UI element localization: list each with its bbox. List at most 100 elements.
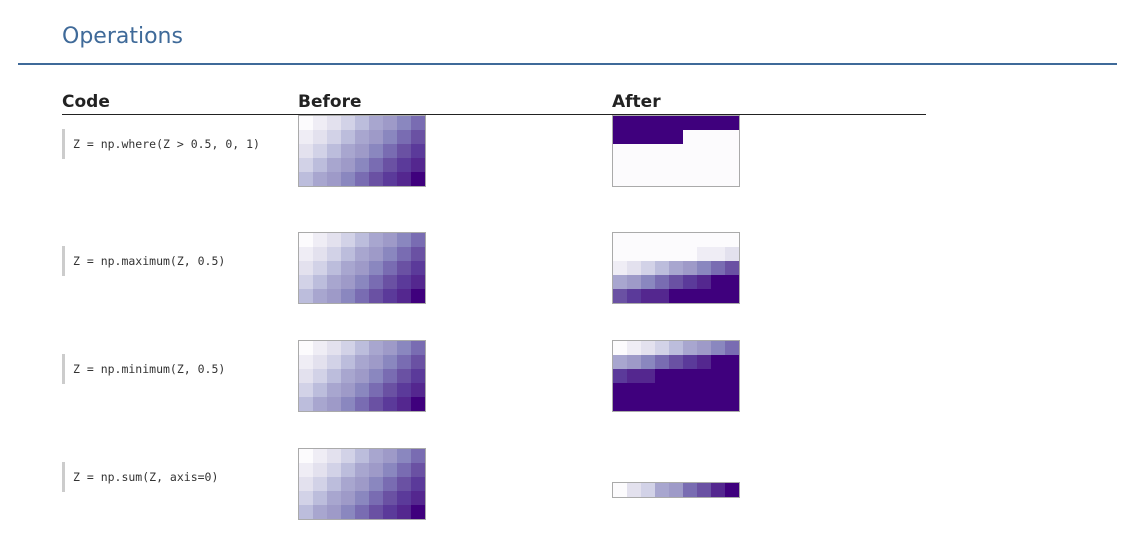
heatmap-cell <box>655 369 669 383</box>
heatmap-cell <box>327 505 341 519</box>
section-divider <box>18 63 1117 65</box>
table-header-row: Code Before After <box>62 88 926 115</box>
heatmap-cell <box>341 355 355 369</box>
heatmap-cell <box>341 289 355 303</box>
heatmap-cell <box>313 116 327 130</box>
heatmap-cell <box>397 233 411 247</box>
heatmap-cell <box>313 275 327 289</box>
heatmap-cell <box>627 247 641 261</box>
heatmap-cell <box>383 341 397 355</box>
heatmap-cell <box>669 275 683 289</box>
heatmap-cell <box>327 397 341 411</box>
heatmap-cell <box>383 491 397 505</box>
heatmap-cell <box>613 289 627 303</box>
heatmap-cell <box>369 397 383 411</box>
heatmap-cell <box>369 369 383 383</box>
heatmap-cell <box>397 355 411 369</box>
heatmap-cell <box>383 477 397 491</box>
heatmap-cell <box>669 116 683 130</box>
heatmap-cell <box>299 383 313 397</box>
heatmap-cell <box>299 463 313 477</box>
heatmap-cell <box>355 144 369 158</box>
heatmap-cell <box>725 369 739 383</box>
heatmap-cell <box>725 233 739 247</box>
heatmap-cell <box>669 289 683 303</box>
heatmap-cell <box>711 355 725 369</box>
heatmap-cell <box>383 463 397 477</box>
heatmap-cell <box>411 463 425 477</box>
heatmap-cell <box>411 289 425 303</box>
heatmap-cell <box>641 397 655 411</box>
heatmap-cell <box>655 247 669 261</box>
heatmap-cell <box>397 261 411 275</box>
heatmap-cell <box>669 383 683 397</box>
heatmap-cell <box>397 247 411 261</box>
heatmap-cell <box>697 144 711 158</box>
heatmap-cell <box>655 261 669 275</box>
heatmap-cell <box>641 369 655 383</box>
heatmap-cell <box>641 116 655 130</box>
header-after: After <box>612 88 926 115</box>
heatmap-cell <box>369 172 383 186</box>
heatmap-cell <box>683 247 697 261</box>
heatmap-cell <box>341 341 355 355</box>
heatmap-cell <box>655 355 669 369</box>
heatmap-cell <box>711 275 725 289</box>
heatmap-cell <box>299 505 313 519</box>
heatmap-cell <box>411 369 425 383</box>
heatmap-cell <box>697 261 711 275</box>
heatmap-cell <box>313 144 327 158</box>
header-code: Code <box>62 88 298 115</box>
heatmap-cell <box>697 233 711 247</box>
heatmap-cell <box>655 172 669 186</box>
heatmap-cell <box>411 247 425 261</box>
heatmap-cell <box>383 369 397 383</box>
after-heatmap <box>612 232 740 304</box>
heatmap-cell <box>655 116 669 130</box>
heatmap-cell <box>313 289 327 303</box>
heatmap-cell <box>383 116 397 130</box>
heatmap-cell <box>313 369 327 383</box>
heatmap-cell <box>327 172 341 186</box>
heatmap-cell <box>725 144 739 158</box>
heatmap-cell <box>411 477 425 491</box>
heatmap-cell <box>355 397 369 411</box>
heatmap-cell <box>299 449 313 463</box>
heatmap-cell <box>327 233 341 247</box>
heatmap-cell <box>411 233 425 247</box>
heatmap-cell <box>327 491 341 505</box>
heatmap-cell <box>411 261 425 275</box>
heatmap-cell <box>655 383 669 397</box>
heatmap-cell <box>711 130 725 144</box>
heatmap-cell <box>697 130 711 144</box>
heatmap-cell <box>655 158 669 172</box>
heatmap-cell <box>683 289 697 303</box>
heatmap-cell <box>711 483 725 497</box>
heatmap-cell <box>669 261 683 275</box>
heatmap-cell <box>411 275 425 289</box>
heatmap-cell <box>341 233 355 247</box>
heatmap-cell <box>299 261 313 275</box>
heatmap-cell <box>669 172 683 186</box>
heatmap-cell <box>299 172 313 186</box>
heatmap-cell <box>627 158 641 172</box>
heatmap-cell <box>299 491 313 505</box>
code-snippet: Z = np.maximum(Z, 0.5) <box>62 246 225 276</box>
heatmap-cell <box>341 130 355 144</box>
heatmap-cell <box>397 144 411 158</box>
heatmap-cell <box>383 172 397 186</box>
section-title: Operations <box>62 24 183 49</box>
heatmap-cell <box>327 463 341 477</box>
heatmap-cell <box>355 383 369 397</box>
heatmap-cell <box>613 383 627 397</box>
heatmap-cell <box>725 355 739 369</box>
header-before: Before <box>298 88 612 115</box>
heatmap-cell <box>327 158 341 172</box>
heatmap-cell <box>627 233 641 247</box>
heatmap-cell <box>683 275 697 289</box>
code-snippet: Z = np.sum(Z, axis=0) <box>62 462 218 492</box>
heatmap-cell <box>369 449 383 463</box>
heatmap-cell <box>669 158 683 172</box>
heatmap-cell <box>355 463 369 477</box>
heatmap-cell <box>411 505 425 519</box>
